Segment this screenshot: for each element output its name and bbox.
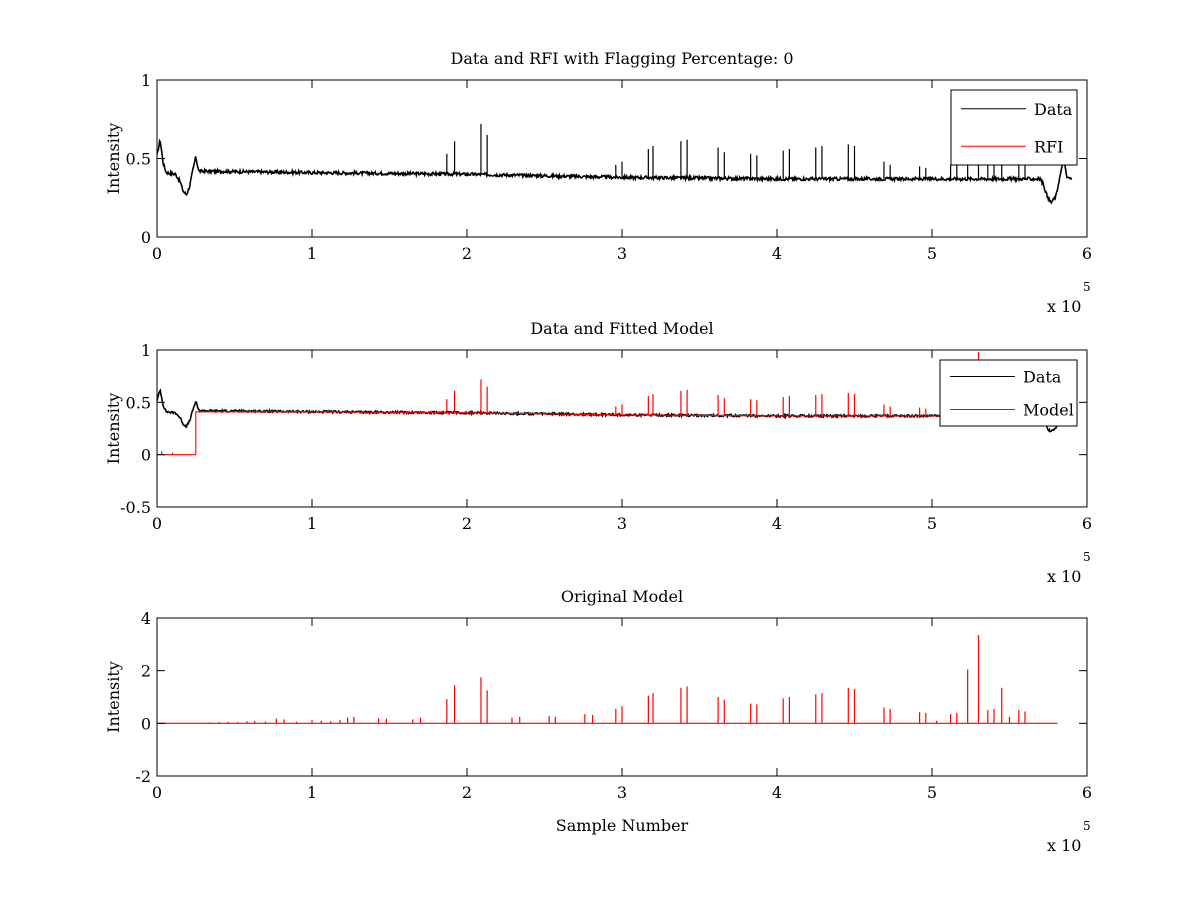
legend-label-rfi: RFI — [1034, 137, 1063, 156]
y-tick-label: 1 — [141, 71, 151, 90]
y-axis-label: Intensity — [104, 661, 123, 733]
y-tick-label: 4 — [141, 609, 151, 628]
y-tick-label: 1 — [141, 341, 151, 360]
legend-label-model: Model — [1023, 401, 1074, 420]
x-tick-label: 0 — [152, 244, 162, 263]
plot-area — [157, 352, 1073, 456]
y-tick-label: 0 — [141, 228, 151, 247]
plot-title: Data and Fitted Model — [530, 319, 713, 338]
y-axis-label: Intensity — [104, 393, 123, 465]
x-tick-label: 1 — [307, 783, 317, 802]
data-trace — [157, 388, 1073, 433]
x-tick-label: 6 — [1082, 244, 1092, 263]
plot-title: Original Model — [561, 587, 683, 606]
y-tick-label: 0 — [141, 446, 151, 465]
x-tick-label: 4 — [772, 783, 782, 802]
x-tick-label: 4 — [772, 244, 782, 263]
y-tick-label: 0 — [141, 714, 151, 733]
plot-title: Data and RFI with Flagging Percentage: 0 — [450, 49, 793, 68]
x-multiplier: x 10 — [1047, 567, 1081, 586]
y-tick-label: 0.5 — [126, 393, 151, 412]
legend: Data RFI — [950, 89, 1078, 166]
y-tick-label: 2 — [141, 662, 151, 681]
y-axis-label: Intensity — [104, 123, 123, 195]
x-tick-label: 3 — [617, 244, 627, 263]
x-tick-label: 0 — [152, 514, 162, 533]
x-tick-label: 2 — [462, 783, 472, 802]
x-tick-label: 6 — [1082, 514, 1092, 533]
x-multiplier: x 10 — [1047, 297, 1081, 316]
x-tick-label: 6 — [1082, 783, 1092, 802]
plot-area — [157, 90, 1073, 205]
legend: Data Model — [939, 359, 1078, 427]
x-tick-label: 5 — [927, 244, 937, 263]
legend-label-data: Data — [1034, 100, 1073, 119]
data-trace — [157, 138, 1073, 205]
y-tick-label: 0.5 — [126, 150, 151, 169]
legend-label-data: Data — [1023, 368, 1062, 387]
legend-box — [950, 89, 1078, 166]
axes-box — [156, 79, 1088, 238]
x-tick-label: 2 — [462, 244, 472, 263]
x-multiplier-exponent: 5 — [1083, 280, 1091, 294]
x-tick-label: 3 — [617, 783, 627, 802]
x-multiplier: x 10 — [1047, 836, 1081, 855]
x-tick-label: 0 — [152, 783, 162, 802]
x-multiplier-exponent: 5 — [1083, 550, 1091, 564]
x-tick-label: 1 — [307, 514, 317, 533]
x-tick-label: 1 — [307, 244, 317, 263]
x-tick-label: 5 — [927, 514, 937, 533]
legend-box — [939, 359, 1078, 427]
x-axis-label: Sample Number — [556, 816, 689, 835]
x-tick-label: 3 — [617, 514, 627, 533]
x-tick-label: 4 — [772, 514, 782, 533]
model-trace — [157, 411, 1010, 456]
x-multiplier-exponent: 5 — [1083, 819, 1091, 833]
x-tick-label: 2 — [462, 514, 472, 533]
plot-area — [157, 635, 1058, 724]
y-tick-label: -2 — [135, 767, 151, 786]
x-tick-label: 5 — [927, 783, 937, 802]
y-tick-label: -0.5 — [120, 498, 151, 517]
axes-box — [156, 617, 1088, 777]
